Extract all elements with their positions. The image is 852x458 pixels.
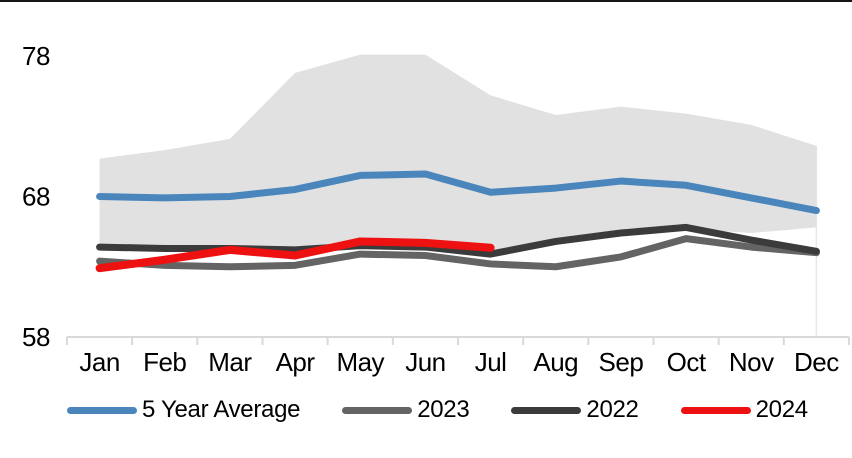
series-line-2023	[96, 235, 820, 271]
y-axis-label: 78	[22, 41, 50, 71]
x-axis-label-oct: Oct	[667, 347, 707, 377]
top-border	[0, 0, 852, 2]
y-axis-label: 58	[22, 322, 50, 352]
x-axis-label-may: May	[336, 347, 384, 377]
legend-item-5-year-average: 5 Year Average	[67, 398, 300, 422]
x-axis-label-aug: Aug	[533, 347, 578, 377]
legend-swatch-2024	[680, 406, 751, 414]
legend-swatch-2022	[511, 406, 582, 414]
legend-label-5-year-average: 5 Year Average	[142, 396, 301, 423]
x-axis-label-sep: Sep	[599, 347, 644, 377]
x-axis-label-jun: Jun	[405, 347, 445, 377]
x-axis-label-mar: Mar	[208, 347, 252, 377]
legend-item-2022: 2022	[511, 396, 639, 423]
legend-label-2024: 2024	[755, 396, 809, 423]
legend-item-2024: 2024	[680, 396, 809, 423]
legend-item-2023: 2023	[342, 396, 470, 423]
five-year-range-band	[99, 54, 817, 253]
legend-swatch-5-year-average	[67, 406, 137, 414]
series-line-5-year-average	[96, 170, 820, 215]
legend-swatch-2023	[342, 406, 413, 414]
series-line-2024	[95, 237, 495, 273]
x-axis-label-dec: Dec	[794, 347, 839, 377]
x-axis-label-feb: Feb	[143, 347, 186, 377]
chart-legend: 5 Year Average 2023 2022 2024	[67, 394, 850, 426]
legend-label-2022: 2022	[586, 396, 639, 423]
x-axis-label-jul: Jul	[475, 347, 507, 377]
x-axis-label-apr: Apr	[276, 347, 316, 377]
x-axis-label-jan: Jan	[79, 347, 119, 377]
legend-label-2023: 2023	[417, 396, 470, 423]
y-axis-label: 68	[22, 182, 50, 212]
x-axis-label-nov: Nov	[729, 347, 774, 377]
